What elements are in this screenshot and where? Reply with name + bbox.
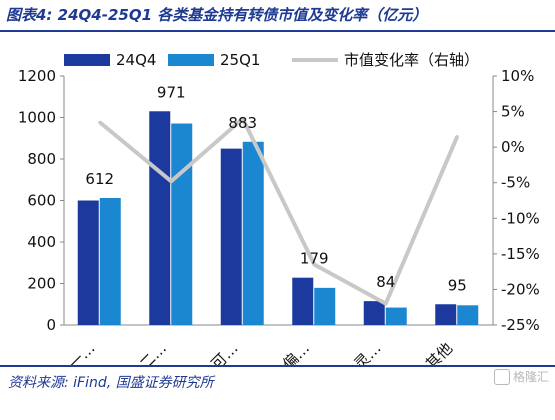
bar-25q1 — [171, 123, 193, 325]
right-tick-label: -15% — [501, 245, 540, 263]
legend-label: 24Q4 — [116, 51, 156, 69]
left-tick-label: 600 — [27, 192, 56, 210]
left-tick-label: 1200 — [18, 67, 56, 85]
chart-bars — [77, 111, 479, 326]
right-tick-label: -10% — [501, 209, 540, 227]
category-label: 其他 — [422, 339, 456, 365]
header-rule — [0, 30, 555, 32]
right-tick-label: 5% — [501, 103, 525, 121]
data-label: 84 — [376, 273, 395, 291]
data-label: 883 — [228, 114, 257, 132]
left-tick-label: 1000 — [18, 109, 56, 127]
right-tick-label: -5% — [501, 174, 530, 192]
source-note: 资料来源: iFind, 国盛证券研究所 — [8, 375, 214, 391]
right-tick-label: -20% — [501, 280, 540, 298]
bar-24q4 — [77, 200, 99, 325]
bar-25q1 — [242, 141, 264, 325]
figure-title: 图表4: 24Q4-25Q1 各类基金持有转债市值及变化率（亿元） — [6, 6, 428, 24]
category-label: 二… — [136, 339, 170, 365]
left-tick-label: 400 — [27, 233, 56, 251]
change-rate-line — [98, 116, 460, 306]
change-rate-point — [455, 134, 459, 138]
category-label: 偏… — [279, 339, 313, 365]
watermark-logo-icon — [493, 368, 510, 385]
data-label: 612 — [85, 170, 114, 188]
bar-24q4 — [435, 304, 457, 325]
watermark: 格隆汇 — [493, 368, 549, 385]
legend-swatch-25q1 — [168, 54, 214, 66]
chart-line — [98, 116, 460, 306]
change-rate-point — [384, 302, 388, 306]
change-rate-point — [98, 120, 102, 124]
category-label: 一… — [65, 339, 99, 365]
chart-legend: 24Q4 25Q1 市值变化率（右轴） — [64, 51, 479, 69]
data-label: 179 — [300, 250, 329, 268]
bar-25q1 — [314, 287, 336, 325]
watermark-text: 格隆汇 — [512, 370, 549, 384]
right-tick-label: 10% — [501, 67, 534, 85]
left-tick-label: 200 — [27, 275, 56, 293]
change-rate-point — [312, 263, 316, 267]
left-tick-label: 800 — [27, 150, 56, 168]
legend-label: 25Q1 — [220, 51, 260, 69]
bar-24q4 — [220, 148, 242, 325]
left-tick-label: 0 — [46, 316, 56, 334]
category-label: 可… — [208, 339, 242, 365]
category-label: 灵… — [351, 339, 385, 365]
chart-data-labels: 612 971 883 179 84 95 — [85, 83, 466, 294]
bar-25q1 — [385, 307, 407, 325]
data-label: 95 — [448, 276, 467, 294]
legend-label: 市值变化率（右轴） — [344, 51, 479, 69]
footer-rule — [0, 365, 555, 367]
chart: 0 200 400 600 800 1000 1200 -25% -20% -15% -10% -5%… — [18, 51, 540, 365]
data-label: 971 — [157, 83, 186, 101]
bar-25q1 — [99, 198, 121, 325]
bar-24q4 — [292, 277, 314, 325]
bar-24q4 — [149, 111, 171, 326]
bar-25q1 — [457, 305, 479, 325]
legend-swatch-24q4 — [64, 54, 110, 66]
change-rate-point — [169, 179, 173, 183]
right-tick-label: 0% — [501, 138, 525, 156]
bar-24q4 — [363, 301, 385, 325]
right-tick-label: -25% — [501, 316, 540, 334]
change-rate-point — [241, 117, 245, 121]
